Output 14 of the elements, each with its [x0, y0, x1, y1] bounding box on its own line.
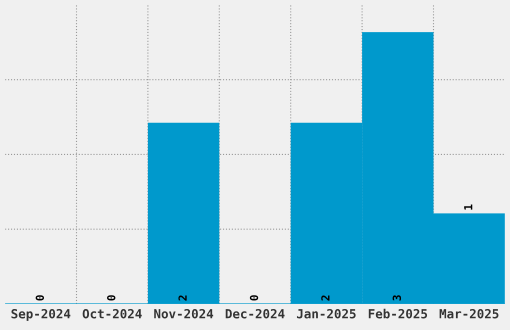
- x-tick-label: Dec-2024: [226, 309, 285, 318]
- data-label: 1: [464, 204, 472, 210]
- data-label: 2: [178, 295, 187, 301]
- x-tick-label: Jan-2025: [296, 309, 356, 318]
- x-tick-label: Nov-2024: [154, 309, 214, 318]
- x-tick-label: Feb-2025: [368, 308, 428, 318]
- x-tick-label: Mar-2025: [440, 309, 498, 318]
- data-label: 0: [250, 295, 258, 301]
- x-tick-label: Oct-2024: [82, 309, 142, 318]
- data-label: 3: [392, 295, 402, 301]
- data-label: 2: [321, 295, 330, 301]
- data-label: 0: [36, 295, 44, 301]
- x-tick-label: Sep-2024: [11, 309, 70, 321]
- data-label: 0: [107, 295, 116, 301]
